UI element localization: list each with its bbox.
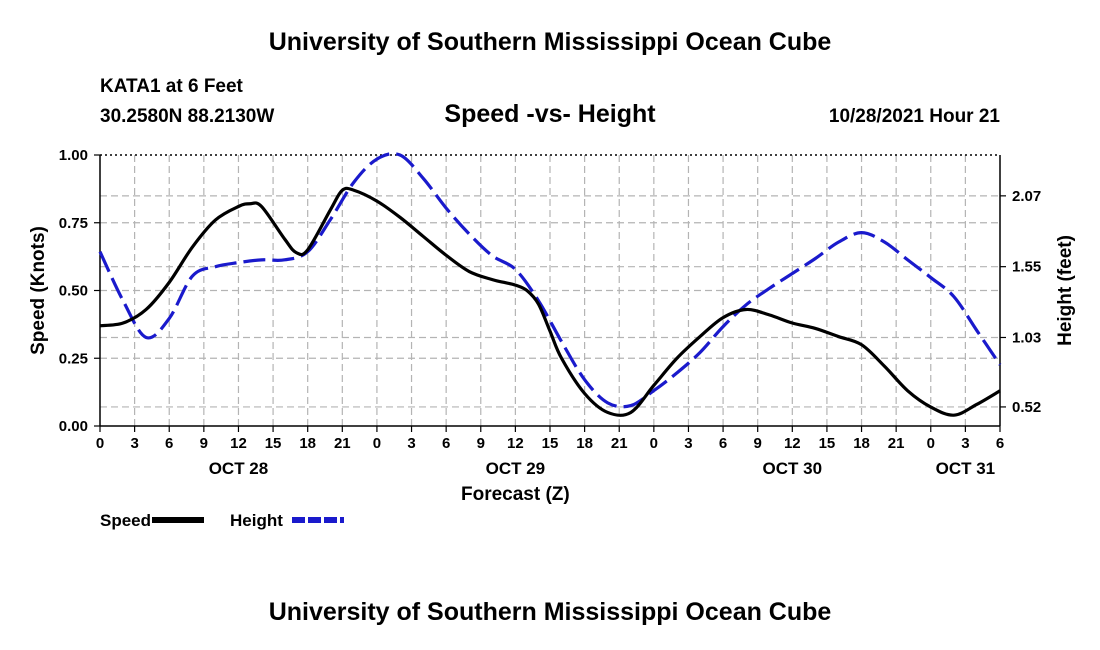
x-tick-label: 9 xyxy=(477,435,485,452)
x-tick-label: 15 xyxy=(819,435,836,452)
y-tick-label: 0.75 xyxy=(59,215,88,232)
x-tick-label: 3 xyxy=(684,435,692,452)
x-tick-label: 18 xyxy=(299,435,316,452)
y-tick-label: 0.50 xyxy=(59,283,88,300)
x-tick-label: 3 xyxy=(130,435,138,452)
date-label: OCT 31 xyxy=(936,459,996,478)
x-tick-label: 6 xyxy=(996,435,1004,452)
station-coordinates: 30.2580N 88.2130W xyxy=(100,106,275,127)
x-tick-label: 0 xyxy=(927,435,935,452)
legend-label-speed: Speed xyxy=(100,511,151,530)
x-tick-label: 21 xyxy=(611,435,628,452)
axes xyxy=(94,154,1006,432)
series-line-speed xyxy=(99,186,1001,417)
series xyxy=(98,152,1002,417)
date-label: OCT 30 xyxy=(763,459,823,478)
speed-height-chart: 0 3 6 9 12 15 18 21 0 3 6 9 12 15 18 21 0 3 6 9 12 15 18 21 0 3 6O… xyxy=(28,147,1076,530)
x-tick-label: 12 xyxy=(507,435,524,452)
y-axis-title: Speed (Knots) xyxy=(28,226,49,355)
footer-title: University of Southern Mississippi Ocean… xyxy=(268,598,832,626)
x-tick-label: 9 xyxy=(200,435,208,452)
x-tick-label: 21 xyxy=(334,435,351,452)
forecast-datetime: 10/28/2021 Hour 21 xyxy=(828,106,1000,127)
x-tick-label: 0 xyxy=(373,435,381,452)
date-label: OCT 28 xyxy=(209,459,269,478)
labels: 0 3 6 9 12 15 18 21 0 3 6 9 12 15 18 21 0 3 6 9 12 15 18 21 0 3 6O… xyxy=(28,147,1076,530)
grid xyxy=(100,155,1000,426)
x-tick-label: 0 xyxy=(96,435,104,452)
x-tick-label: 6 xyxy=(442,435,450,452)
series-line-height xyxy=(98,152,1002,409)
x-tick-label: 18 xyxy=(576,435,593,452)
y-tick-label: 1.00 xyxy=(59,147,88,164)
x-tick-label: 15 xyxy=(265,435,282,452)
x-tick-label: 3 xyxy=(961,435,969,452)
x-tick-label: 9 xyxy=(754,435,762,452)
y-tick-label: 0.25 xyxy=(59,350,88,367)
date-label: OCT 29 xyxy=(486,459,546,478)
y2-tick-label: 2.07 xyxy=(1012,188,1041,205)
y2-tick-label: 0.52 xyxy=(1012,399,1041,416)
x-tick-label: 21 xyxy=(888,435,905,452)
y2-tick-label: 1.55 xyxy=(1012,259,1041,276)
x-tick-label: 0 xyxy=(650,435,658,452)
station-label: KATA1 at 6 Feet xyxy=(100,76,243,97)
y2-tick-label: 1.03 xyxy=(1012,329,1041,346)
legend-label-height: Height xyxy=(230,511,283,530)
y-tick-label: 0.00 xyxy=(59,418,88,435)
x-tick-label: 6 xyxy=(165,435,173,452)
x-tick-label: 12 xyxy=(230,435,247,452)
x-tick-label: 6 xyxy=(719,435,727,452)
y2-axis-title: Height (feet) xyxy=(1055,235,1076,346)
x-tick-label: 18 xyxy=(853,435,870,452)
main-title: University of Southern Mississippi Ocean… xyxy=(268,28,832,56)
x-tick-label: 15 xyxy=(542,435,559,452)
chart-title: Speed -vs- Height xyxy=(444,100,656,128)
x-axis-title: Forecast (Z) xyxy=(461,484,570,505)
x-tick-label: 3 xyxy=(407,435,415,452)
x-tick-label: 12 xyxy=(784,435,801,452)
